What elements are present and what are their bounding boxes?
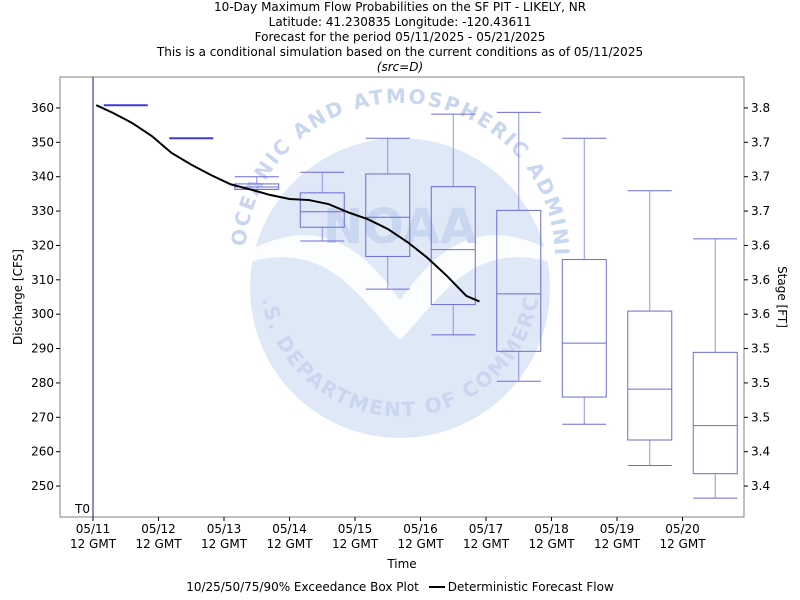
y-tick-label: 340	[31, 170, 54, 184]
chart-legend: 10/25/50/75/90% Exceedance Box Plot Dete…	[0, 579, 800, 595]
y-axis-label: Discharge [CFS]	[11, 249, 25, 345]
y-tick-label: 290	[31, 342, 54, 356]
t0-label: T0	[74, 502, 90, 516]
box-plot	[365, 137, 411, 290]
box-iqr	[430, 186, 476, 306]
y2-tick-label: 3.5	[751, 376, 770, 390]
x-tick-sublabel: 12 GMT	[201, 537, 248, 551]
chart-marks	[92, 77, 738, 517]
chart-title-period: Forecast for the period 05/11/2025 - 05/…	[254, 30, 546, 44]
box-plot	[692, 238, 738, 499]
box-iqr	[496, 209, 542, 352]
x-tick-label: 05/17	[469, 522, 504, 536]
x-tick-sublabel: 12 GMT	[266, 537, 313, 551]
y2-tick-label: 3.7	[751, 135, 770, 149]
legend-line-swatch	[428, 585, 445, 588]
x-tick-label: 05/13	[207, 522, 242, 536]
y2-axis-label: Stage [FT]	[775, 266, 789, 328]
watermark-center-text: NOAA	[323, 199, 477, 255]
y2-tick-label: 3.4	[751, 479, 770, 493]
y2-tick-label: 3.7	[751, 204, 770, 218]
chart-axes: 250 3.4 260 3.4 270 3.5 280 3.5 290 3.5 300 3.6 310 3…	[31, 101, 770, 551]
y-tick-label: 320	[31, 238, 54, 252]
chart-subtitle: (src=D)	[376, 60, 424, 74]
x-tick-label: 05/19	[600, 522, 635, 536]
deterministic-forecast-line	[95, 104, 480, 303]
y-tick-label: 260	[31, 445, 54, 459]
y2-tick-label: 3.8	[751, 101, 770, 115]
box-iqr	[561, 259, 607, 398]
box-iqr	[692, 351, 738, 475]
x-axis-label: Time	[386, 557, 416, 571]
box-plot	[627, 190, 673, 466]
chart-title-block: 10-Day Maximum Flow Probabilities on the…	[0, 0, 800, 75]
x-tick-sublabel: 12 GMT	[463, 537, 510, 551]
x-tick-sublabel: 12 GMT	[594, 537, 641, 551]
x-tick-label: 05/12	[141, 522, 176, 536]
x-tick-label: 05/16	[403, 522, 438, 536]
x-tick-label: 05/18	[534, 522, 569, 536]
y2-tick-label: 3.5	[751, 342, 770, 356]
box-plot	[496, 111, 542, 382]
y2-tick-label: 3.5	[751, 410, 770, 424]
legend-box-label: 10/25/50/75/90% Exceedance Box Plot	[186, 580, 419, 594]
y-tick-label: 270	[31, 410, 54, 424]
y-tick-label: 250	[31, 479, 54, 493]
chart-title-conditions: This is a conditional simulation based o…	[156, 45, 644, 59]
box-iqr	[627, 310, 673, 441]
y-tick-label: 280	[31, 376, 54, 390]
chart-title: 10-Day Maximum Flow Probabilities on the…	[213, 0, 587, 14]
y-tick-label: 310	[31, 273, 54, 287]
y2-tick-label: 3.6	[751, 238, 770, 252]
y2-tick-label: 3.6	[751, 273, 770, 287]
x-tick-label: 05/11	[76, 522, 111, 536]
plot-frame	[59, 76, 745, 518]
y-tick-label: 330	[31, 204, 54, 218]
y2-tick-label: 3.7	[751, 170, 770, 184]
chart-title-location: Latitude: 41.230835 Longitude: -120.4361…	[268, 15, 532, 29]
watermark-disc	[250, 138, 550, 438]
x-tick-label: 05/15	[338, 522, 373, 536]
legend-line-label: Deterministic Forecast Flow	[447, 580, 614, 594]
x-tick-label: 05/20	[665, 522, 700, 536]
x-tick-sublabel: 12 GMT	[135, 537, 182, 551]
y-tick-label: 300	[31, 307, 54, 321]
x-tick-sublabel: 12 GMT	[332, 537, 379, 551]
x-tick-sublabel: 12 GMT	[528, 537, 575, 551]
y2-tick-label: 3.4	[751, 445, 770, 459]
x-tick-sublabel: 12 GMT	[397, 537, 444, 551]
x-tick-sublabel: 12 GMT	[659, 537, 706, 551]
y-tick-label: 360	[31, 101, 54, 115]
box-plot	[430, 113, 476, 336]
box-plot	[561, 137, 607, 425]
x-tick-label: 05/14	[272, 522, 307, 536]
x-tick-sublabel: 12 GMT	[70, 537, 117, 551]
y2-tick-label: 3.6	[751, 307, 770, 321]
y-tick-label: 350	[31, 135, 54, 149]
box-iqr	[365, 173, 411, 257]
